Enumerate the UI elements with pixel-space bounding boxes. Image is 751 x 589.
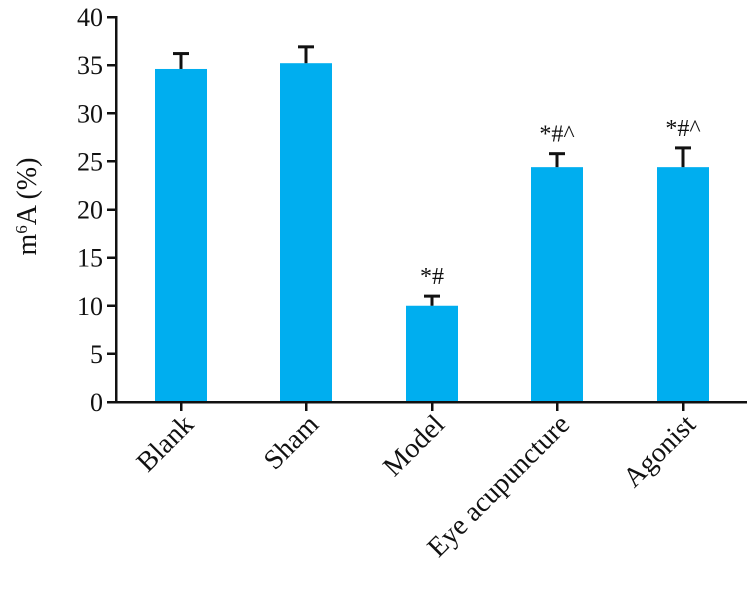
y-tick-label: 15 xyxy=(77,244,103,273)
significance-annotation: *#^ xyxy=(539,122,574,148)
bar xyxy=(657,167,709,402)
error-bar xyxy=(173,52,189,69)
y-axis-label-rest: A (%) xyxy=(12,158,43,226)
significance-annotation: *# xyxy=(420,264,444,290)
y-axis-label-superscript: 6 xyxy=(12,225,31,234)
significance-annotation: *#^ xyxy=(665,116,700,142)
bar xyxy=(406,305,458,402)
x-tick-label: Model xyxy=(377,409,451,483)
y-tick-label: 20 xyxy=(77,196,103,225)
bar xyxy=(155,68,207,402)
y-tick-label: 5 xyxy=(90,340,103,369)
y-tick-label: 10 xyxy=(77,292,103,321)
error-bar xyxy=(424,294,440,306)
error-bar xyxy=(298,45,314,64)
x-tick-label: Sham xyxy=(258,409,325,476)
error-bar xyxy=(675,146,691,168)
x-tick-label: Blank xyxy=(131,409,200,478)
y-tick-label: 35 xyxy=(77,51,103,80)
y-tick-label: 0 xyxy=(90,388,103,417)
bar xyxy=(280,63,332,402)
y-tick-label: 25 xyxy=(77,147,103,176)
bar xyxy=(531,167,583,402)
y-axis-label: m6A (%) xyxy=(12,158,44,256)
x-tick-label: Agonist xyxy=(617,409,702,494)
error-bar xyxy=(549,152,565,168)
y-tick-label: 30 xyxy=(77,99,103,128)
y-tick-label: 40 xyxy=(77,3,103,32)
y-axis-label-base: m xyxy=(12,233,43,255)
